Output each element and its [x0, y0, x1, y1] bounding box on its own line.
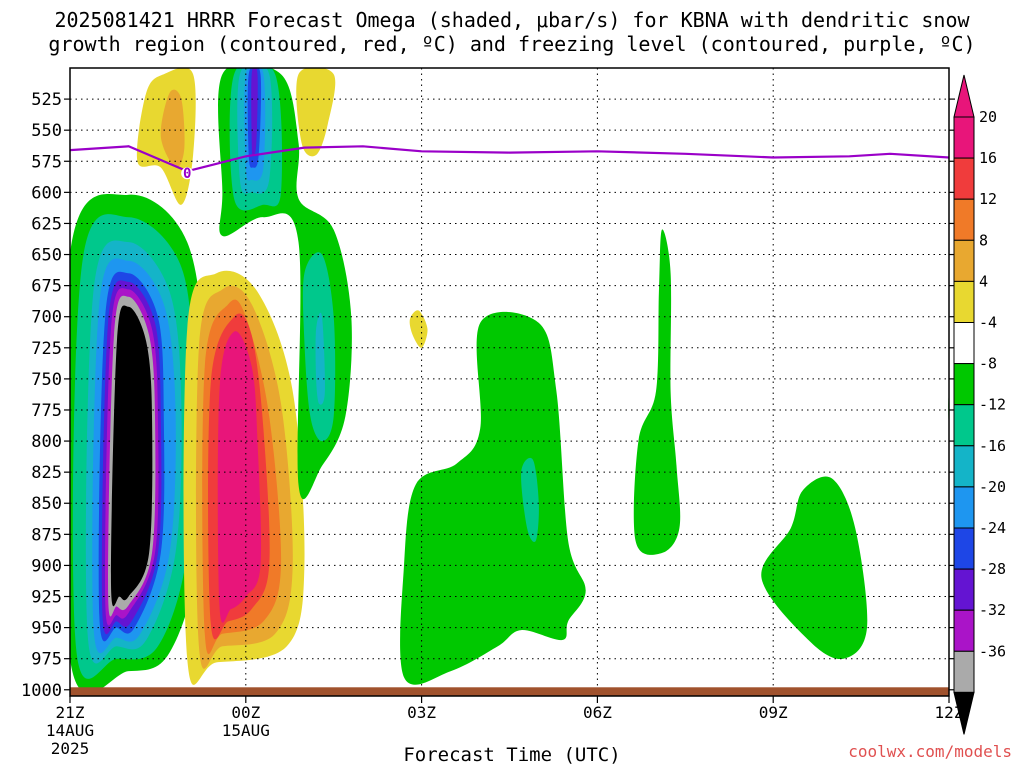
source-credit: coolwx.com/models: [848, 742, 1012, 761]
y-tick-label-1000: 1000: [21, 681, 62, 701]
colorbar-label-13: -36: [979, 642, 1006, 660]
y-tick-label-850: 850: [31, 494, 62, 514]
y-tick-label-700: 700: [31, 308, 62, 328]
y-tick-label-875: 875: [31, 525, 62, 545]
colorbar-swatch-5: [953, 322, 975, 365]
colorbar-swatch-1: [953, 157, 975, 200]
freezing-level-label-bg: [181, 167, 194, 180]
omega-region-27: [521, 457, 539, 542]
freezing-level-label: 0: [183, 166, 191, 182]
y-tick-label-675: 675: [31, 277, 62, 297]
chart-title-line-1: 2025081421 HRRR Forecast Omega (shaded, …: [54, 8, 970, 32]
omega-region-26: [400, 311, 586, 685]
colorbar: 20 16 12 8 4 -4 -8 -12 -16 -20 -24 -28 -32 -36: [953, 74, 1006, 735]
omega-region-8: [110, 305, 153, 607]
omega-region-25: [409, 310, 428, 348]
x-tick-label-12Z: 12Z: [935, 703, 964, 722]
colorbar-label-2: 12: [979, 190, 997, 208]
x-tick-date-00Z: 15AUG: [222, 721, 270, 740]
colorbar-label-9: -20: [979, 478, 1006, 496]
omega-shading: [70, 68, 949, 694]
plot-frame: [69, 67, 950, 697]
colorbar-swatch-0: [953, 116, 975, 159]
colorbar-label-4: 4: [979, 272, 988, 290]
x-tick-label-03Z: 03Z: [407, 703, 436, 722]
colorbar-swatch-6: [953, 363, 975, 406]
colorbar-label-6: -8: [979, 355, 997, 373]
colorbar-label-8: -16: [979, 437, 1006, 455]
y-tick-label-775: 775: [31, 401, 62, 421]
omega-region-22: [251, 68, 258, 156]
y-tick-label-975: 975: [31, 650, 62, 670]
x-axis-label: Forecast Time (UTC): [403, 744, 621, 766]
colorbar-swatch-13: [953, 650, 975, 693]
x-tick-label-00Z: 00Z: [231, 703, 260, 722]
x-axis: 21Z14AUG202500Z15AUG03Z06Z09Z12Z15Z: [46, 696, 964, 758]
x-tick-label-21Z: 21Z: [56, 703, 85, 722]
colorbar-label-0: 20: [979, 108, 997, 126]
x-tick-year-21Z: 2025: [51, 739, 90, 758]
colorbar-swatch-12: [953, 609, 975, 652]
freezing-level-contour: 0: [70, 145, 949, 182]
y-tick-label-750: 750: [31, 370, 62, 390]
omega-region-28: [633, 229, 681, 555]
y-tick-label-525: 525: [31, 90, 62, 110]
omega-region-15: [160, 89, 185, 168]
y-tick-label-900: 900: [31, 556, 62, 576]
colorbar-top-arrow: [953, 74, 975, 118]
colorbar-label-3: 8: [979, 231, 988, 249]
y-tick-label-650: 650: [31, 246, 62, 266]
omega-region-13: [217, 331, 262, 623]
colorbar-swatch-7: [953, 404, 975, 447]
y-tick-label-725: 725: [31, 339, 62, 359]
y-tick-label-950: 950: [31, 619, 62, 639]
y-tick-label-625: 625: [31, 214, 62, 234]
y-tick-label-550: 550: [31, 121, 62, 141]
ground-surface: [70, 687, 949, 696]
colorbar-swatch-2: [953, 198, 975, 241]
colorbar-swatch-9: [953, 486, 975, 529]
omega-region-16: [296, 68, 336, 157]
colorbar-label-11: -28: [979, 560, 1006, 578]
y-tick-label-600: 600: [31, 183, 62, 203]
colorbar-label-10: -24: [979, 519, 1006, 537]
colorbar-label-12: -32: [979, 601, 1006, 619]
x-tick-date-21Z: 14AUG: [46, 721, 94, 740]
y-tick-label-925: 925: [31, 588, 62, 608]
omega-region-29: [761, 476, 868, 660]
y-tick-label-575: 575: [31, 152, 62, 172]
y-tick-label-825: 825: [31, 463, 62, 483]
colorbar-swatch-8: [953, 445, 975, 488]
colorbar-label-5: -4: [979, 314, 997, 332]
omega-region-24: [315, 312, 325, 405]
y-tick-label-800: 800: [31, 432, 62, 452]
colorbar-label-1: 16: [979, 149, 997, 167]
colorbar-bottom-arrow: [953, 691, 975, 735]
x-tick-label-06Z: 06Z: [583, 703, 612, 722]
colorbar-swatch-11: [953, 568, 975, 611]
colorbar-label-7: -12: [979, 396, 1006, 414]
chart-title-line-2: growth region (contoured, red, ºC) and f…: [48, 32, 976, 56]
x-tick-label-09Z: 09Z: [759, 703, 788, 722]
colorbar-swatch-3: [953, 239, 975, 282]
colorbar-swatch-4: [953, 280, 975, 323]
colorbar-swatch-10: [953, 527, 975, 570]
y-axis: 525 550 575 600 625 650 675 700 725 750 775 800 825 8…: [21, 90, 955, 701]
